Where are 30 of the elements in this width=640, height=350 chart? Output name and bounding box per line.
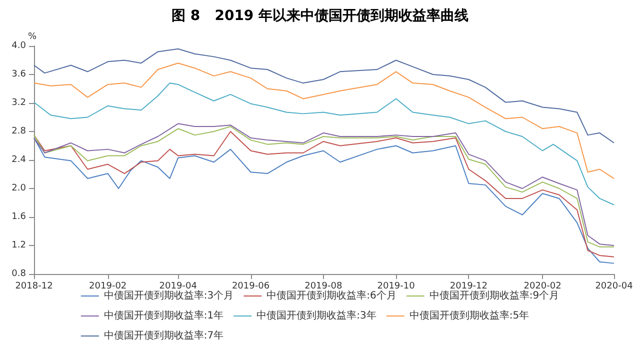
legend-label: 中债国开债到期收益率:5年 (409, 310, 530, 322)
legend-label: 中债国开债到期收益率:1年 (104, 310, 224, 322)
x-tick-label: 2020-02 (524, 282, 562, 292)
y-tick-label: 4.0 (12, 41, 26, 51)
y-tick-label: 1.6 (12, 212, 26, 222)
y-tick-label: 2.4 (12, 155, 26, 165)
line-series (34, 48, 614, 144)
y-tick-label: 1.2 (12, 240, 26, 250)
line-series (34, 62, 614, 180)
y-tick-label: 2.0 (12, 184, 26, 194)
legend-label: 中债国开债到期收益率:3年 (256, 310, 376, 322)
x-tick-label: 2019-12 (450, 282, 488, 292)
chart-title: 图 8 2019 年以来中债国开债到期收益率曲线 (171, 7, 469, 24)
x-tick-label: 2020-04 (595, 282, 634, 292)
x-tick-label: 2019-02 (89, 282, 127, 292)
y-tick-label: 3.2 (12, 98, 26, 108)
legend-label: 中债国开债到期收益率:7年 (104, 330, 224, 342)
x-tick-label: 2019-08 (304, 282, 342, 292)
y-axis-title: % (28, 32, 37, 42)
legend-label: 中债国开债到期收益率:6个月 (266, 290, 396, 302)
y-tick-label: 0.8 (12, 269, 26, 279)
x-tick-label: 2018-12 (15, 282, 53, 292)
x-tick-label: 2019-10 (377, 282, 416, 292)
x-tick-label: 2019-04 (159, 282, 198, 292)
x-tick-label: 2019-06 (232, 282, 270, 292)
legend-label: 中债国开债到期收益率:3个月 (104, 290, 234, 302)
y-tick-label: 2.8 (12, 126, 26, 136)
line-series (34, 82, 614, 206)
y-tick-label: 3.6 (12, 70, 26, 80)
legend-label: 中债国开债到期收益率:9个月 (429, 290, 560, 302)
